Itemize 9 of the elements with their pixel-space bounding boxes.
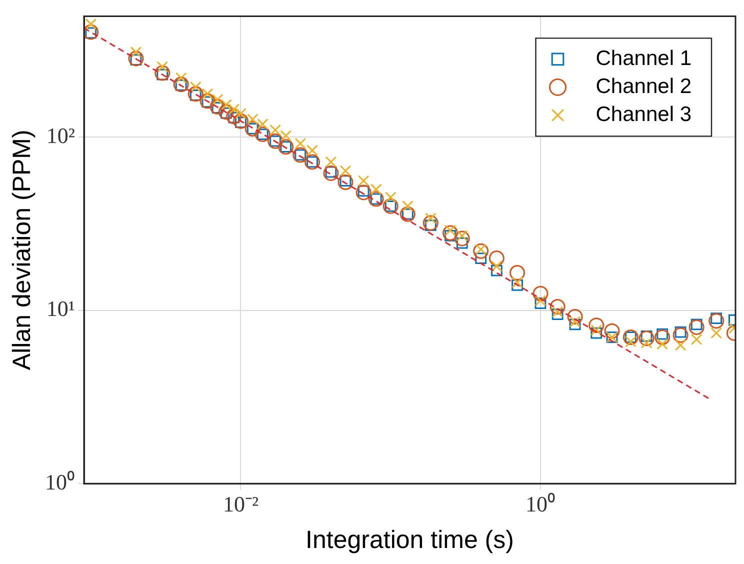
legend-label: Channel 1 — [596, 46, 692, 70]
x-tick-label: 10⁻² — [222, 492, 259, 517]
y-tick-label: 10¹ — [46, 296, 75, 322]
y-axis-title: Allan deviation (PPM) — [8, 130, 36, 370]
legend-label: Channel 2 — [596, 74, 692, 98]
y-tick-label: 10⁰ — [45, 469, 75, 494]
y-tick-label: 10² — [46, 123, 76, 148]
x-axis-title: Integration time (s) — [306, 526, 514, 554]
legend-label: Channel 3 — [596, 102, 692, 126]
